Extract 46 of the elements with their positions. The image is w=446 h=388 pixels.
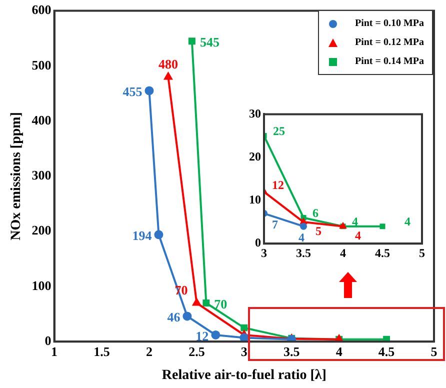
data-label: 4 bbox=[355, 228, 361, 242]
data-label: 25 bbox=[273, 124, 285, 138]
y-tick-label: 0 bbox=[255, 236, 261, 250]
data-label: 6 bbox=[312, 206, 318, 220]
x-tick-label: 5 bbox=[430, 344, 438, 359]
x-tick-label: 1 bbox=[51, 344, 58, 359]
x-tick-label: 3 bbox=[240, 344, 248, 359]
x-tick-label: 4 bbox=[336, 344, 343, 359]
y-tick-label: 100 bbox=[32, 278, 52, 293]
data-label: 480 bbox=[158, 56, 178, 72]
y-tick-label: 30 bbox=[249, 106, 261, 120]
data-label: 12 bbox=[196, 328, 209, 344]
x-tick-label: 2.5 bbox=[188, 344, 206, 359]
x-tick-label: 3.5 bbox=[283, 344, 300, 359]
legend-label: Pint = 0.12 MPa bbox=[354, 37, 424, 48]
y-tick-label: 10 bbox=[249, 192, 261, 207]
y-axis-title: NOx emissions [ppm] bbox=[9, 112, 24, 240]
data-label: 194 bbox=[132, 228, 152, 243]
x-tick-label: 4 bbox=[340, 246, 346, 260]
data-label: 7 bbox=[272, 218, 278, 232]
data-label: 70 bbox=[214, 296, 228, 312]
data-label: 46 bbox=[167, 310, 181, 325]
data-label: 4 bbox=[298, 230, 304, 244]
legend-label: Pint = 0.10 MPa bbox=[354, 18, 424, 29]
y-tick-label: 200 bbox=[32, 222, 52, 238]
data-label: 12 bbox=[272, 178, 284, 192]
legend-label: Pint = 0.14 MPa bbox=[354, 56, 424, 67]
data-label: 4 bbox=[404, 214, 410, 228]
data-label: 5 bbox=[316, 224, 322, 238]
data-label: 4 bbox=[352, 214, 358, 228]
y-tick-label: 20 bbox=[249, 149, 261, 164]
x-tick-label: 4.5 bbox=[375, 246, 390, 260]
y-tick-label: 400 bbox=[32, 112, 52, 128]
y-tick-label: 0 bbox=[44, 332, 52, 348]
x-axis-title: Relative air-to-fuel ratio [λ] bbox=[162, 368, 326, 384]
y-tick-label: 500 bbox=[32, 57, 52, 72]
x-tick-label: 2 bbox=[146, 344, 152, 359]
data-label: 455 bbox=[122, 84, 143, 100]
x-tick-label: 5 bbox=[419, 246, 425, 260]
x-tick-label: 4.5 bbox=[378, 344, 396, 359]
x-tick-label: 3 bbox=[261, 246, 267, 260]
y-tick-label: 600 bbox=[32, 2, 52, 18]
y-tick-label: 300 bbox=[32, 168, 52, 183]
x-tick-label: 1.5 bbox=[94, 344, 110, 359]
data-label: 545 bbox=[200, 34, 220, 50]
x-tick-label: 3.5 bbox=[296, 246, 311, 260]
